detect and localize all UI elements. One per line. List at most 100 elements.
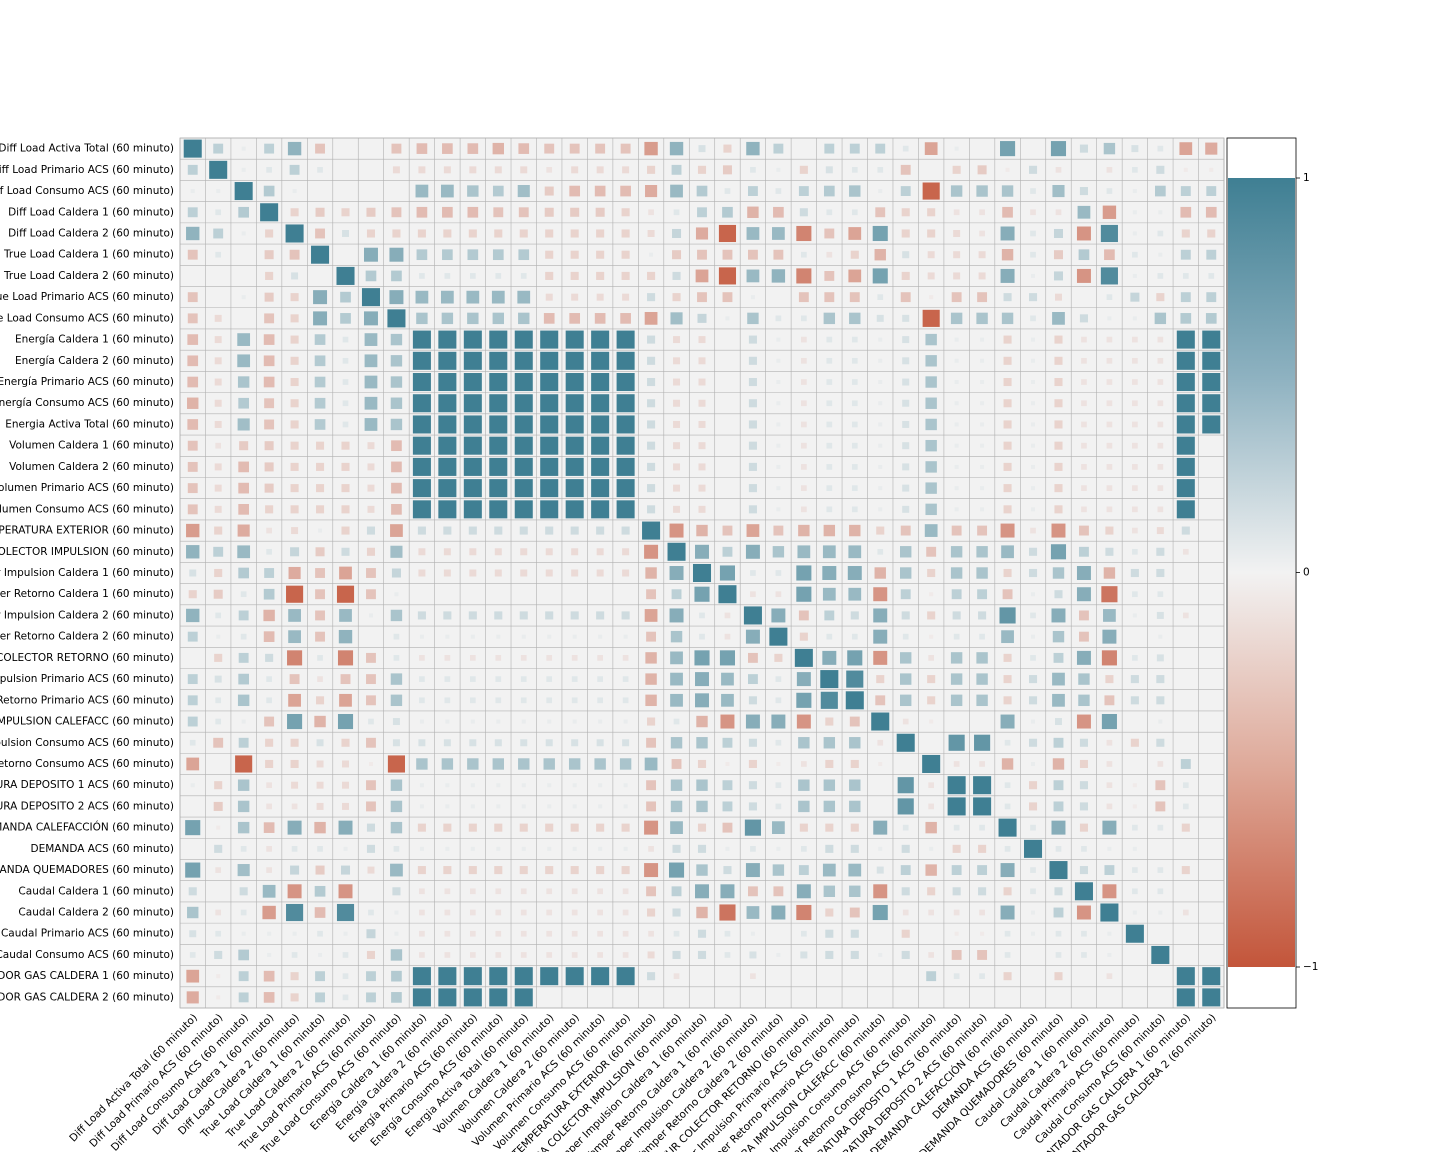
heatmap-cell	[976, 694, 988, 707]
heatmap-cell	[591, 351, 610, 370]
heatmap-cell	[514, 373, 533, 392]
heatmap-cell	[591, 373, 610, 392]
heatmap-cell	[776, 761, 781, 766]
heatmap-cell	[849, 524, 861, 537]
heatmap-cell	[846, 670, 864, 688]
heatmap-cell	[872, 225, 888, 242]
heatmap-cell	[696, 800, 708, 813]
heatmap-cell	[1004, 952, 1011, 958]
heatmap-cell	[776, 507, 781, 512]
heatmap-cell	[214, 399, 222, 407]
heatmap-cell	[366, 674, 376, 685]
heatmap-cell	[342, 802, 350, 810]
heatmap-cell	[947, 797, 966, 816]
heatmap-cell	[591, 500, 610, 519]
heatmap-cell	[390, 800, 403, 813]
heatmap-cell	[697, 823, 707, 832]
heatmap-cell	[594, 185, 606, 197]
heatmap-cell	[468, 526, 477, 535]
heatmap-cell	[336, 585, 355, 603]
heatmap-cell	[412, 457, 431, 476]
heatmap-cell	[1176, 415, 1195, 434]
heatmap-cell	[545, 526, 554, 535]
heatmap-cell	[391, 270, 402, 282]
colorbar-tick-label: 1	[1303, 172, 1310, 184]
heatmap-cell	[622, 697, 629, 704]
heatmap-cell	[902, 909, 909, 916]
heatmap-cell	[952, 165, 961, 174]
heatmap-cell	[1106, 400, 1113, 407]
heatmap-cell	[1182, 612, 1189, 619]
heatmap-cell	[1106, 782, 1113, 789]
heatmap-cell	[392, 887, 401, 896]
heatmap-cell	[616, 373, 635, 392]
y-tick-label: TEMPERATUR COLECTOR RETORNO (60 minuto)	[0, 652, 174, 664]
heatmap-cell	[1031, 634, 1036, 639]
heatmap-cell	[415, 184, 429, 198]
heatmap-cell	[1079, 866, 1088, 875]
y-tick-label: TEMPERATURA COLECTOR IMPULSION (60 minut…	[0, 546, 174, 558]
heatmap-cell	[1132, 379, 1138, 385]
heatmap-cell	[616, 436, 635, 455]
heatmap-cell	[773, 886, 784, 897]
heatmap-cell	[1003, 568, 1012, 578]
heatmap-cell	[745, 544, 760, 559]
heatmap-cell	[851, 379, 858, 385]
heatmap-cell	[546, 166, 553, 173]
heatmap-cell	[571, 739, 579, 747]
heatmap-cell	[314, 397, 326, 409]
heatmap-cell	[1030, 888, 1036, 895]
heatmap-cell	[801, 336, 807, 343]
heatmap-cell	[1176, 500, 1195, 519]
heatmap-cell	[796, 884, 811, 899]
heatmap-cell	[878, 358, 883, 363]
heatmap-cell	[1158, 210, 1163, 215]
heatmap-cell	[647, 293, 656, 302]
heatmap-cell	[950, 694, 963, 707]
heatmap-cell	[1130, 738, 1139, 747]
heatmap-cell	[365, 270, 377, 282]
heatmap-cell	[1030, 867, 1036, 873]
heatmap-cells	[183, 139, 1221, 1007]
heatmap-cell	[391, 970, 402, 982]
heatmap-cell	[596, 866, 605, 875]
heatmap-cell	[925, 821, 937, 834]
heatmap-cell	[546, 697, 553, 704]
heatmap-cell	[1081, 379, 1087, 385]
heatmap-cell	[1132, 166, 1138, 173]
heatmap-cell	[496, 634, 501, 639]
heatmap-cell	[521, 634, 526, 639]
heatmap-cell	[744, 819, 761, 836]
heatmap-cell	[570, 250, 579, 259]
heatmap-cell	[1100, 224, 1118, 243]
heatmap-cell	[1176, 436, 1195, 455]
heatmap-cell	[495, 697, 502, 704]
heatmap-cell	[826, 209, 833, 216]
heatmap-cell	[1157, 506, 1164, 513]
heatmap-cell	[1202, 415, 1221, 434]
heatmap-cell	[340, 313, 351, 324]
heatmap-cell	[470, 719, 475, 724]
heatmap-cell	[491, 290, 505, 304]
heatmap-cell	[263, 970, 275, 982]
heatmap-cell	[1132, 210, 1137, 215]
heatmap-cell	[440, 184, 454, 198]
heatmap-cell	[1053, 801, 1064, 812]
heatmap-cell	[186, 226, 200, 241]
y-tick-label: Volumen Consumo ACS (60 minuto)	[0, 503, 174, 515]
heatmap-cell	[463, 457, 482, 476]
heatmap-cell	[698, 484, 706, 492]
heatmap-cell	[1028, 547, 1038, 556]
heatmap-cell	[216, 189, 221, 194]
heatmap-cell	[1030, 209, 1036, 216]
heatmap-cell	[1079, 738, 1088, 747]
heatmap-cell	[265, 653, 274, 662]
heatmap-cell	[368, 718, 374, 725]
heatmap-cell	[1100, 267, 1118, 285]
heatmap-cell	[291, 272, 299, 280]
heatmap-cell	[187, 334, 199, 345]
heatmap-cell	[595, 207, 605, 217]
heatmap-cell	[1107, 931, 1112, 936]
heatmap-cell	[290, 441, 299, 450]
heatmap-cell	[622, 909, 629, 916]
